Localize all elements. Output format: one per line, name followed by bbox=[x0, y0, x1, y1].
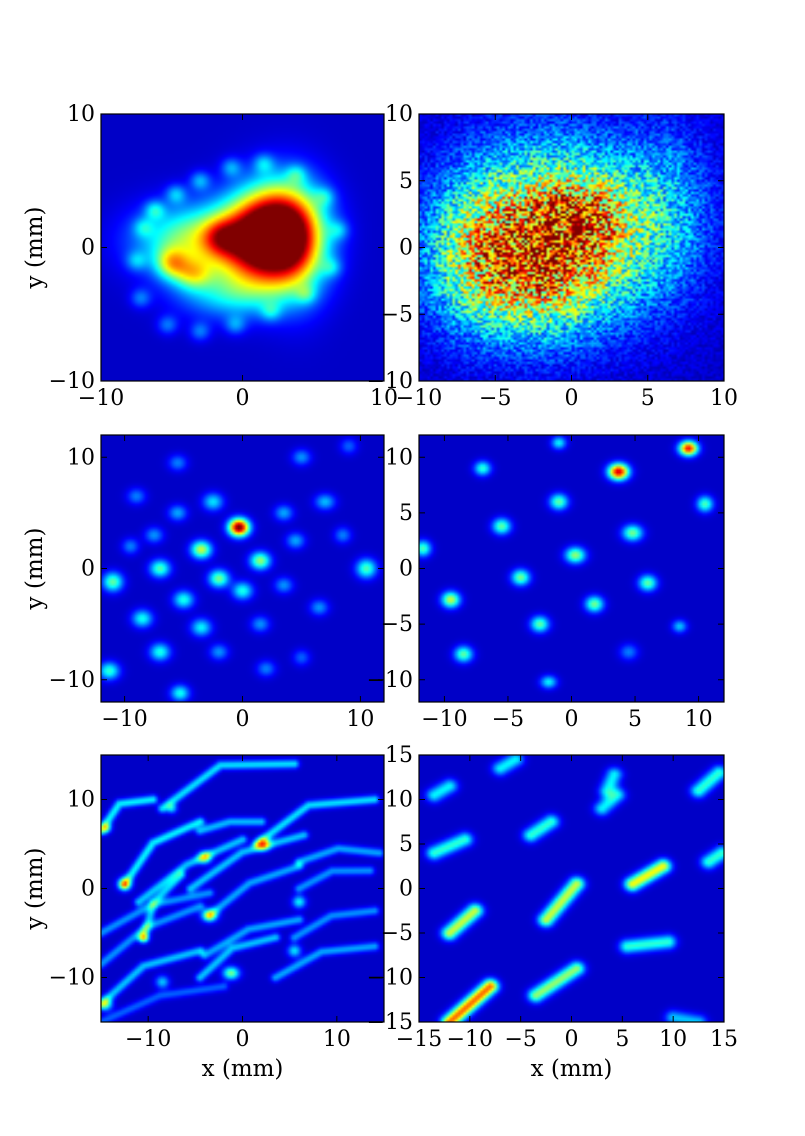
heatmap-image bbox=[101, 755, 384, 1022]
y-tick-label: 5 bbox=[399, 169, 413, 194]
y-tick-label: 0 bbox=[399, 877, 413, 902]
heatmap-image bbox=[419, 114, 724, 381]
x-tick-label: 10 bbox=[323, 1027, 351, 1052]
y-tick-label: 0 bbox=[81, 557, 95, 582]
x-tick-label: 5 bbox=[628, 707, 642, 732]
heatmap-image bbox=[101, 114, 384, 381]
y-axis-label: y (mm) bbox=[22, 528, 48, 611]
x-tick-label: 5 bbox=[615, 1027, 629, 1052]
y-tick-label: −5 bbox=[381, 612, 413, 637]
x-tick-label: 0 bbox=[565, 386, 579, 411]
x-tick-label: 0 bbox=[236, 1027, 250, 1052]
x-tick-label: −10 bbox=[125, 1027, 171, 1052]
y-tick-label: 5 bbox=[399, 501, 413, 526]
y-tick-label: −5 bbox=[381, 302, 413, 327]
y-tick-label: 10 bbox=[385, 102, 413, 127]
y-tick-label: 10 bbox=[67, 102, 95, 127]
x-tick-label: −5 bbox=[479, 386, 511, 411]
x-tick-label: −10 bbox=[101, 707, 147, 732]
heatmap-image bbox=[419, 435, 724, 702]
y-tick-label: −10 bbox=[367, 369, 413, 394]
x-axis-label: x (mm) bbox=[531, 1056, 613, 1082]
x-tick-label: −5 bbox=[504, 1027, 536, 1052]
y-tick-label: −10 bbox=[367, 966, 413, 991]
y-tick-label: 0 bbox=[81, 877, 95, 902]
y-tick-label: 0 bbox=[399, 557, 413, 582]
x-tick-label: 0 bbox=[565, 707, 579, 732]
y-tick-label: −10 bbox=[49, 966, 95, 991]
x-tick-label: 10 bbox=[685, 707, 713, 732]
y-tick-label: 10 bbox=[67, 445, 95, 470]
x-tick-label: −5 bbox=[492, 707, 524, 732]
y-tick-label: −15 bbox=[367, 1010, 413, 1035]
heatmap-image bbox=[419, 755, 724, 1022]
panel-r2-c1: −10 0 10 −10 0 10 y (mm) bbox=[22, 435, 384, 732]
y-tick-label: −10 bbox=[367, 668, 413, 693]
x-tick-label: 0 bbox=[236, 386, 250, 411]
x-tick-label: 10 bbox=[346, 707, 374, 732]
panel-r2-c2: −10 −5 0 5 10 −10 −5 0 5 10 bbox=[367, 435, 724, 732]
x-tick-label: 10 bbox=[710, 386, 738, 411]
y-tick-label: −10 bbox=[49, 369, 95, 394]
y-tick-label: −10 bbox=[49, 668, 95, 693]
x-tick-label: 5 bbox=[641, 386, 655, 411]
x-tick-label: 15 bbox=[710, 1027, 738, 1052]
y-tick-label: 5 bbox=[399, 832, 413, 857]
y-axis-label: y (mm) bbox=[22, 207, 48, 290]
x-tick-label: 10 bbox=[659, 1027, 687, 1052]
y-tick-label: 0 bbox=[399, 236, 413, 261]
heatmap-image bbox=[101, 435, 384, 702]
y-tick-label: −5 bbox=[381, 921, 413, 946]
x-tick-label: 0 bbox=[565, 1027, 579, 1052]
y-tick-label: 10 bbox=[67, 788, 95, 813]
y-tick-label: 10 bbox=[385, 445, 413, 470]
y-axis-label: y (mm) bbox=[22, 848, 48, 931]
x-tick-label: 0 bbox=[236, 707, 250, 732]
y-tick-label: 15 bbox=[385, 743, 413, 768]
panel-r3-c1: −10 0 10 −10 0 10 y (mm) x (mm) bbox=[22, 755, 384, 1082]
x-tick-label: −10 bbox=[447, 1027, 493, 1052]
x-axis-label: x (mm) bbox=[202, 1056, 284, 1082]
x-tick-label: −10 bbox=[421, 707, 467, 732]
y-tick-label: 10 bbox=[385, 788, 413, 813]
y-tick-label: 0 bbox=[81, 236, 95, 261]
